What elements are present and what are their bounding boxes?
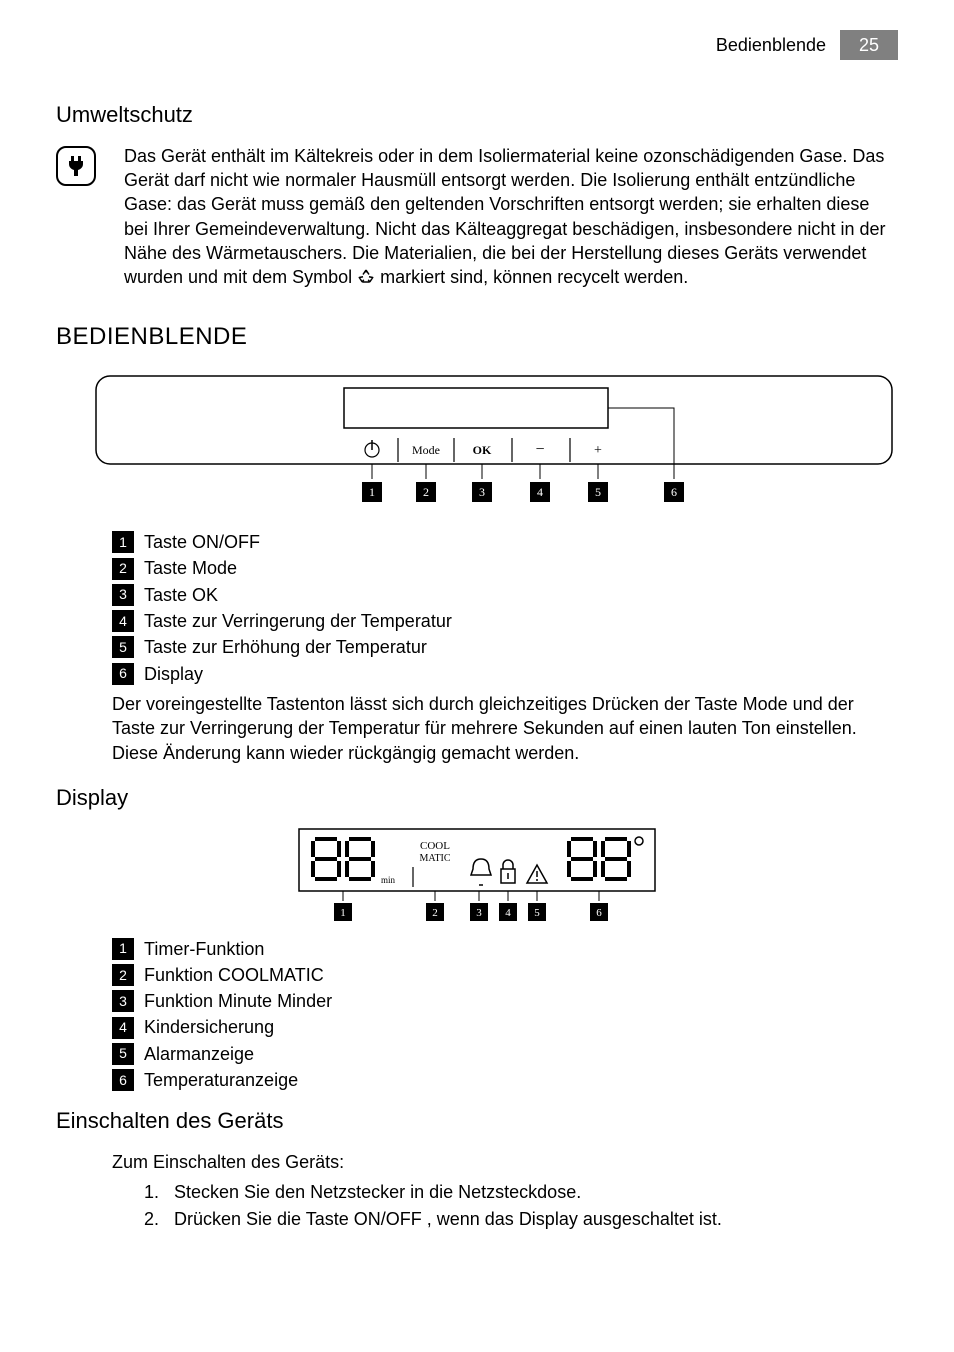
num-badge: 5 xyxy=(112,1043,134,1065)
step-marker: 1. xyxy=(144,1180,174,1204)
legend-item: 3 Taste OK xyxy=(112,583,898,607)
legend-text: Taste zur Verringerung der Temperatur xyxy=(144,609,452,633)
legend-text: Alarmanzeige xyxy=(144,1042,254,1066)
legend-item: 4 Taste zur Verringerung der Temperatur xyxy=(112,609,898,633)
control-panel-diagram: Mode OK − + 1 2 3 4 5 6 xyxy=(94,374,898,520)
btn-ok-label: OK xyxy=(473,443,492,457)
num-badge: 1 xyxy=(112,531,134,553)
num-badge: 4 xyxy=(112,1017,134,1039)
btn-plus-label: + xyxy=(594,443,602,458)
svg-text:1: 1 xyxy=(340,907,346,919)
btn-minus-label: − xyxy=(535,441,544,458)
legend-item: 2 Taste Mode xyxy=(112,556,898,580)
svg-text:5: 5 xyxy=(534,907,540,919)
heading-einschalten: Einschalten des Geräts xyxy=(56,1106,898,1136)
num-badge: 2 xyxy=(112,964,134,986)
step-text: Stecken Sie den Netzstecker in die Netzs… xyxy=(174,1180,581,1204)
legend-item: 3 Funktion Minute Minder xyxy=(112,989,898,1013)
min-label: min xyxy=(381,875,396,885)
heading-display: Display xyxy=(56,783,898,813)
svg-text:6: 6 xyxy=(671,485,677,499)
num-badge: 6 xyxy=(112,1069,134,1091)
num-badge: 1 xyxy=(112,938,134,960)
step-item: 2. Drücken Sie die Taste ON/OFF , wenn d… xyxy=(144,1207,898,1231)
page-number-box: 25 xyxy=(840,30,898,60)
num-badge: 3 xyxy=(112,584,134,606)
einschalten-steps: 1. Stecken Sie den Netzstecker in die Ne… xyxy=(144,1180,898,1231)
svg-text:2: 2 xyxy=(432,907,438,919)
environment-icon xyxy=(56,146,96,186)
umwelt-body-before: Das Gerät enthält im Kältekreis oder in … xyxy=(124,146,885,287)
legend-item: 6 Temperaturanzeige xyxy=(112,1068,898,1092)
recycle-icon xyxy=(357,267,375,291)
legend-text: Funktion COOLMATIC xyxy=(144,963,324,987)
svg-text:3: 3 xyxy=(479,485,485,499)
umwelt-body-after: markiert sind, können recycelt werden. xyxy=(380,267,688,287)
legend-item: 5 Taste zur Erhöhung der Temperatur xyxy=(112,635,898,659)
legend-item: 5 Alarmanzeige xyxy=(112,1042,898,1066)
umwelt-block: Das Gerät enthält im Kältekreis oder in … xyxy=(56,144,898,292)
legend-text: Taste zur Erhöhung der Temperatur xyxy=(144,635,427,659)
svg-text:4: 4 xyxy=(537,485,543,499)
legend-text: Taste ON/OFF xyxy=(144,530,260,554)
legend-item: 2 Funktion COOLMATIC xyxy=(112,963,898,987)
step-marker: 2. xyxy=(144,1207,174,1231)
svg-text:2: 2 xyxy=(423,485,429,499)
legend-text: Taste OK xyxy=(144,583,218,607)
btn-mode-label: Mode xyxy=(412,443,440,457)
legend-item: 1 Timer-Funktion xyxy=(112,937,898,961)
heading-umweltschutz: Umweltschutz xyxy=(56,100,898,130)
umwelt-text: Das Gerät enthält im Kältekreis oder in … xyxy=(124,144,898,292)
svg-text:4: 4 xyxy=(505,907,511,919)
num-badge: 3 xyxy=(112,990,134,1012)
num-badge: 4 xyxy=(112,610,134,632)
control-panel-legend: 1 Taste ON/OFF 2 Taste Mode 3 Taste OK 4 Tas… xyxy=(112,530,898,686)
num-badge: 6 xyxy=(112,663,134,685)
num-badge: 5 xyxy=(112,636,134,658)
step-text: Drücken Sie die Taste ON/OFF , wenn das … xyxy=(174,1207,722,1231)
plug-icon xyxy=(64,154,88,178)
legend-text: Temperaturanzeige xyxy=(144,1068,298,1092)
legend-text: Taste Mode xyxy=(144,556,237,580)
legend-text: Display xyxy=(144,662,203,686)
legend-text: Timer-Funktion xyxy=(144,937,264,961)
page-header: Bedienblende 25 xyxy=(56,30,898,60)
legend-item: 6 Display xyxy=(112,662,898,686)
heading-bedienblende: BEDIENBLENDE xyxy=(56,321,898,353)
svg-text:6: 6 xyxy=(596,907,602,919)
legend-text: Kindersicherung xyxy=(144,1015,274,1039)
step-item: 1. Stecken Sie den Netzstecker in die Ne… xyxy=(144,1180,898,1204)
einschalten-intro: Zum Einschalten des Geräts: xyxy=(112,1150,898,1174)
num-badge: 2 xyxy=(112,558,134,580)
legend-text: Funktion Minute Minder xyxy=(144,989,332,1013)
legend-item: 4 Kindersicherung xyxy=(112,1015,898,1039)
legend-item: 1 Taste ON/OFF xyxy=(112,530,898,554)
svg-text:3: 3 xyxy=(476,907,482,919)
control-panel-note: Der voreingestellte Tastenton lässt sich… xyxy=(112,692,898,765)
svg-text:5: 5 xyxy=(595,485,601,499)
display-legend: 1 Timer-Funktion 2 Funktion COOLMATIC 3 Fun… xyxy=(112,937,898,1093)
display-diagram: min COOL MATIC xyxy=(56,827,898,927)
page-number: 25 xyxy=(859,33,879,57)
coolmatic-bottom: MATIC xyxy=(419,853,450,864)
coolmatic-top: COOL xyxy=(420,840,450,852)
umwelt-icon-col xyxy=(56,144,102,292)
header-section-label: Bedienblende xyxy=(716,33,826,57)
svg-text:1: 1 xyxy=(369,485,375,499)
